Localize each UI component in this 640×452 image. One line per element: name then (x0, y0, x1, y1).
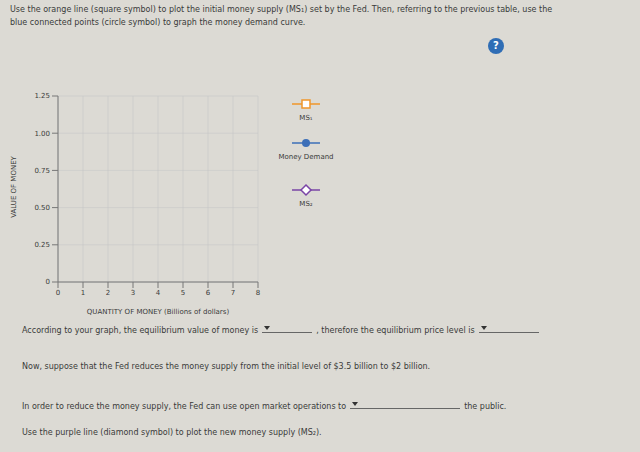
html-text:According to your graph, the e: According to your graph, the equilibrium… (22, 326, 259, 335)
svg-text:0: 0 (56, 289, 60, 297)
svg-text:4: 4 (156, 289, 161, 297)
svg-text:1.25: 1.25 (34, 92, 50, 100)
html-text:Use the purple line (diamond s: Use the purple line (diamond symbol) to … (22, 428, 322, 437)
svg-text:0: 0 (46, 278, 50, 286)
html-text:MS₂: MS₂ (299, 200, 313, 208)
svg-text:5: 5 (181, 289, 185, 297)
html-text:Money Demand: Money Demand (278, 153, 334, 161)
html-text:In order to reduce the money s: In order to reduce the money supply, the… (22, 402, 347, 411)
svg-text:2: 2 (106, 289, 110, 297)
svg-text:6: 6 (206, 289, 211, 297)
html-text:Now, suppose that the Fed redu: Now, suppose that the Fed reduces the mo… (22, 362, 431, 371)
svg-text:3: 3 (131, 289, 135, 297)
svg-text:QUANTITY OF MONEY (Billions of: QUANTITY OF MONEY (Billions of dollars) (87, 308, 230, 316)
svg-text:0.25: 0.25 (34, 241, 50, 249)
html-text:, therefore the equilibrium pr: , therefore the equilibrium price level … (316, 326, 475, 335)
svg-text:1.00: 1.00 (34, 130, 50, 138)
svg-text:1: 1 (81, 289, 85, 297)
html-text:Use the orange line (square sy: Use the orange line (square symbol) to p… (10, 5, 553, 27)
html-text:VALUE OF MONEY: VALUE OF MONEY (10, 156, 18, 218)
svg-text:0.75: 0.75 (34, 167, 50, 175)
svg-text:0.50: 0.50 (34, 204, 50, 212)
html-text:MS₁: MS₁ (299, 114, 313, 122)
html-text:the public.: the public. (464, 402, 507, 411)
svg-text:7: 7 (231, 289, 235, 297)
svg-text:8: 8 (256, 289, 260, 297)
